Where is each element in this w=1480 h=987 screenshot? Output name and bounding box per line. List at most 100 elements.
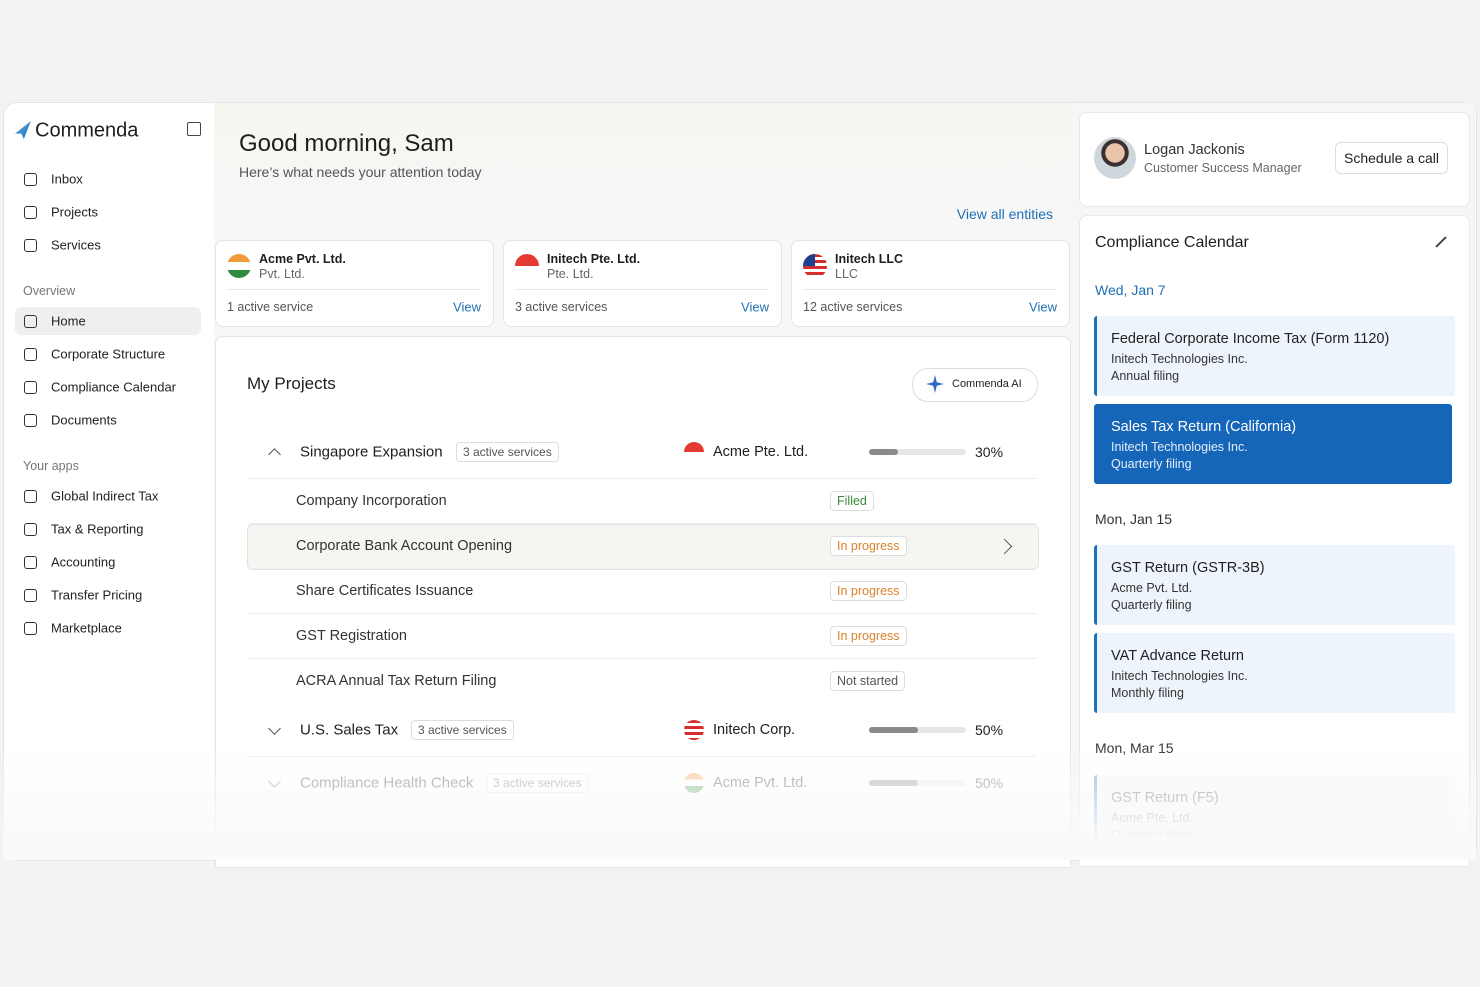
nav-icon xyxy=(24,173,37,186)
entity-card xyxy=(791,240,1070,327)
entity-type: LLC xyxy=(835,267,858,281)
item-title: VAT Advance Return xyxy=(1111,648,1244,664)
entity-name: Initech Pte. Ltd. xyxy=(547,252,641,266)
nav-item[interactable]: Home xyxy=(51,313,86,329)
status-badge: In progress xyxy=(830,536,907,556)
entity-type: Pvt. Ltd. xyxy=(259,267,305,281)
progress-label: 50% xyxy=(975,775,1004,791)
progress-track xyxy=(869,727,966,733)
item-entity: Initech Technologies Inc. xyxy=(1111,440,1248,454)
flag xyxy=(227,254,251,278)
nav-item[interactable]: Corporate Structure xyxy=(51,346,166,362)
avatar xyxy=(1094,137,1136,179)
progress-label: 30% xyxy=(975,444,1004,460)
task-name[interactable]: Corporate Bank Account Opening xyxy=(296,538,513,554)
item-frequency: Monthly filing xyxy=(1111,686,1184,700)
projects-title: My Projects xyxy=(247,374,336,393)
entity-services: 12 active services xyxy=(803,300,903,314)
progress-track xyxy=(869,449,966,455)
group-name[interactable]: U.S. Sales Tax xyxy=(300,721,399,739)
item-entity: Initech Technologies Inc. xyxy=(1111,669,1248,683)
nav-item[interactable]: Compliance Calendar xyxy=(51,379,177,395)
entity-name: Acme Pvt. Ltd. xyxy=(259,252,346,266)
calendar-title: Compliance Calendar xyxy=(1095,234,1249,251)
entity-view[interactable]: View xyxy=(1029,299,1057,315)
flag-canton xyxy=(803,254,815,266)
status-badge: Filled xyxy=(830,491,874,511)
group-entity: Acme Pvt. Ltd. xyxy=(713,775,808,791)
task-name[interactable]: ACRA Annual Tax Return Filing xyxy=(296,673,497,689)
nav-item[interactable]: Tax & Reporting xyxy=(51,521,144,537)
item-frequency: Quarterly filing xyxy=(1111,828,1192,842)
subtitle: Here’s what needs your attention today xyxy=(239,164,482,180)
group-name[interactable]: Compliance Health Check xyxy=(300,774,474,792)
nav-icon xyxy=(24,315,37,328)
item-frequency: Quarterly filing xyxy=(1111,457,1192,471)
flag xyxy=(515,254,539,278)
nav-item[interactable]: Transfer Pricing xyxy=(51,587,143,603)
calendar-item[interactable] xyxy=(1094,316,1455,396)
task-name[interactable]: Company Incorporation xyxy=(296,493,447,509)
nav-icon xyxy=(24,523,37,536)
brand: Commenda xyxy=(35,119,139,142)
divider xyxy=(227,289,480,290)
status-badge: Not started xyxy=(830,671,906,691)
divider xyxy=(247,809,1037,810)
entity-card xyxy=(503,240,782,327)
nav-icon xyxy=(24,622,37,635)
nav-icon xyxy=(24,490,37,503)
entity-name: Initech LLC xyxy=(835,252,904,266)
calendar-item[interactable] xyxy=(1094,545,1455,625)
task-name[interactable]: GST Registration xyxy=(296,628,407,644)
nav-item[interactable]: Projects xyxy=(51,204,98,220)
entity-view[interactable]: View xyxy=(453,299,481,315)
divider xyxy=(247,478,1037,479)
group-badge: 3 active services xyxy=(411,720,514,740)
progress-fill xyxy=(869,780,918,786)
entity-card xyxy=(215,240,494,327)
item-title: GST Return (F5) xyxy=(1111,790,1219,806)
item-entity: Acme Pvt. Ltd. xyxy=(1111,581,1193,595)
task-name[interactable]: Share Certificates Issuance xyxy=(296,583,474,599)
status-badge: In progress xyxy=(830,626,907,646)
divider xyxy=(247,523,1037,524)
divider xyxy=(803,289,1056,290)
nav-item[interactable]: Inbox xyxy=(51,171,83,187)
group-name[interactable]: Singapore Expansion xyxy=(300,443,443,461)
flag xyxy=(684,720,704,740)
nav-item[interactable]: Marketplace xyxy=(51,620,122,636)
entity-services: 1 active service xyxy=(227,300,314,314)
calendar-date: Mon, Jan 15 xyxy=(1095,511,1173,527)
item-frequency: Quarterly filing xyxy=(1111,598,1192,612)
nav-item[interactable]: Global Indirect Tax xyxy=(51,488,159,504)
calendar-date: Mon, Mar 15 xyxy=(1095,740,1174,756)
view-all-link[interactable]: View all entities xyxy=(956,206,1053,222)
schedule-button[interactable]: Schedule a call xyxy=(1335,142,1448,174)
nav-item[interactable]: Documents xyxy=(51,412,117,428)
entity-type: Pte. Ltd. xyxy=(547,267,594,281)
nav-item[interactable]: Services xyxy=(51,237,101,253)
divider xyxy=(247,568,1037,569)
divider xyxy=(247,658,1037,659)
entity-services: 3 active services xyxy=(515,300,608,314)
item-frequency: Annual filing xyxy=(1111,369,1180,383)
nav-icon xyxy=(24,206,37,219)
divider xyxy=(247,613,1037,614)
nav-active xyxy=(15,307,201,335)
calendar-item[interactable] xyxy=(1094,633,1455,713)
progress-fill xyxy=(869,727,918,733)
divider xyxy=(515,289,768,290)
nav-item[interactable]: Accounting xyxy=(51,554,116,570)
nav-icon xyxy=(24,381,37,394)
entity-view[interactable]: View xyxy=(741,299,769,315)
calendar-date: Wed, Jan 7 xyxy=(1095,282,1166,298)
greeting: Good morning, Sam xyxy=(239,130,454,157)
calendar-item[interactable] xyxy=(1094,404,1452,484)
nav-icon xyxy=(24,348,37,361)
group-entity: Acme Pte. Ltd. xyxy=(713,444,809,460)
collapse-icon[interactable] xyxy=(187,122,201,136)
ai-button-label[interactable]: Commenda AI xyxy=(952,378,1022,390)
row-hover[interactable] xyxy=(247,524,1039,570)
item-title: Federal Corporate Income Tax (Form 1120) xyxy=(1111,331,1390,347)
group-badge: 3 active services xyxy=(456,442,559,462)
